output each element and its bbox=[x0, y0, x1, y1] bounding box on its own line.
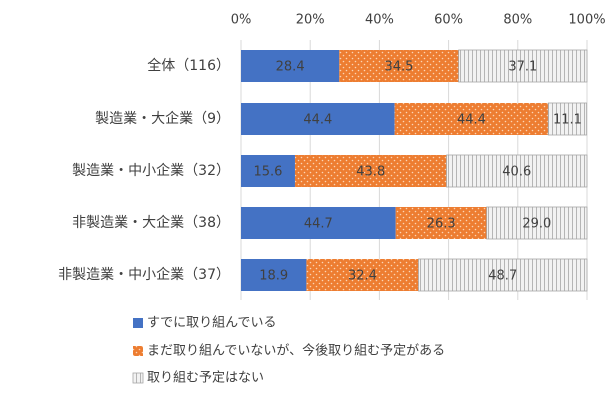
legend-label: すでに取り組んでいる bbox=[147, 316, 276, 331]
bar-segment bbox=[395, 207, 487, 239]
x-tick-label: 100% bbox=[568, 13, 605, 28]
bar-segment bbox=[241, 259, 307, 291]
bar-segment bbox=[241, 207, 396, 239]
legend-swatch bbox=[133, 318, 143, 328]
bar-segment bbox=[241, 155, 295, 187]
bar-segment bbox=[446, 154, 588, 188]
legend-swatch bbox=[132, 372, 144, 384]
bar-segment bbox=[547, 102, 588, 136]
bar-segment bbox=[306, 259, 419, 291]
bar-segment bbox=[339, 50, 459, 82]
data-label: 48.7 bbox=[488, 269, 517, 284]
x-tick-label: 20% bbox=[296, 13, 325, 28]
bar-segment bbox=[486, 206, 588, 240]
legend-label: まだ取り組んでいないが、今後取り組む予定がある bbox=[147, 343, 445, 359]
data-label: 28.4 bbox=[276, 60, 305, 75]
data-label: 29.0 bbox=[522, 217, 551, 232]
bar-segment bbox=[241, 50, 340, 82]
y-tick-label: 非製造業・大企業（38） bbox=[72, 214, 230, 231]
data-label: 43.8 bbox=[356, 165, 385, 180]
bar-segment bbox=[241, 103, 395, 135]
data-label: 15.6 bbox=[254, 165, 283, 180]
x-tick-label: 60% bbox=[434, 13, 463, 28]
data-label: 44.7 bbox=[304, 217, 333, 232]
data-label: 18.9 bbox=[259, 269, 288, 284]
data-label: 44.4 bbox=[303, 113, 332, 128]
data-label: 26.3 bbox=[427, 217, 456, 232]
y-tick-label: 全体（116） bbox=[147, 57, 230, 74]
data-label: 40.6 bbox=[502, 165, 531, 180]
data-label: 44.4 bbox=[457, 113, 486, 128]
data-label: 32.4 bbox=[348, 269, 377, 284]
y-tick-label: 製造業・中小企業（32） bbox=[72, 162, 230, 179]
bar-segment bbox=[458, 49, 588, 83]
x-tick-label: 0% bbox=[231, 13, 252, 28]
x-tick-label: 40% bbox=[365, 13, 394, 28]
x-tick-label: 80% bbox=[503, 13, 532, 28]
y-tick-label: 製造業・大企業（9） bbox=[95, 110, 230, 127]
bar-segment bbox=[418, 258, 588, 292]
bar-segment bbox=[294, 155, 447, 187]
y-tick-label: 非製造業・中小企業（37） bbox=[58, 266, 230, 283]
data-label: 37.1 bbox=[508, 60, 537, 75]
data-label: 34.5 bbox=[384, 60, 413, 75]
legend-swatch bbox=[133, 346, 143, 356]
data-label: 11.1 bbox=[553, 113, 582, 128]
legend-label: 取り組む予定はない bbox=[147, 371, 264, 386]
bar-segment bbox=[394, 103, 549, 135]
